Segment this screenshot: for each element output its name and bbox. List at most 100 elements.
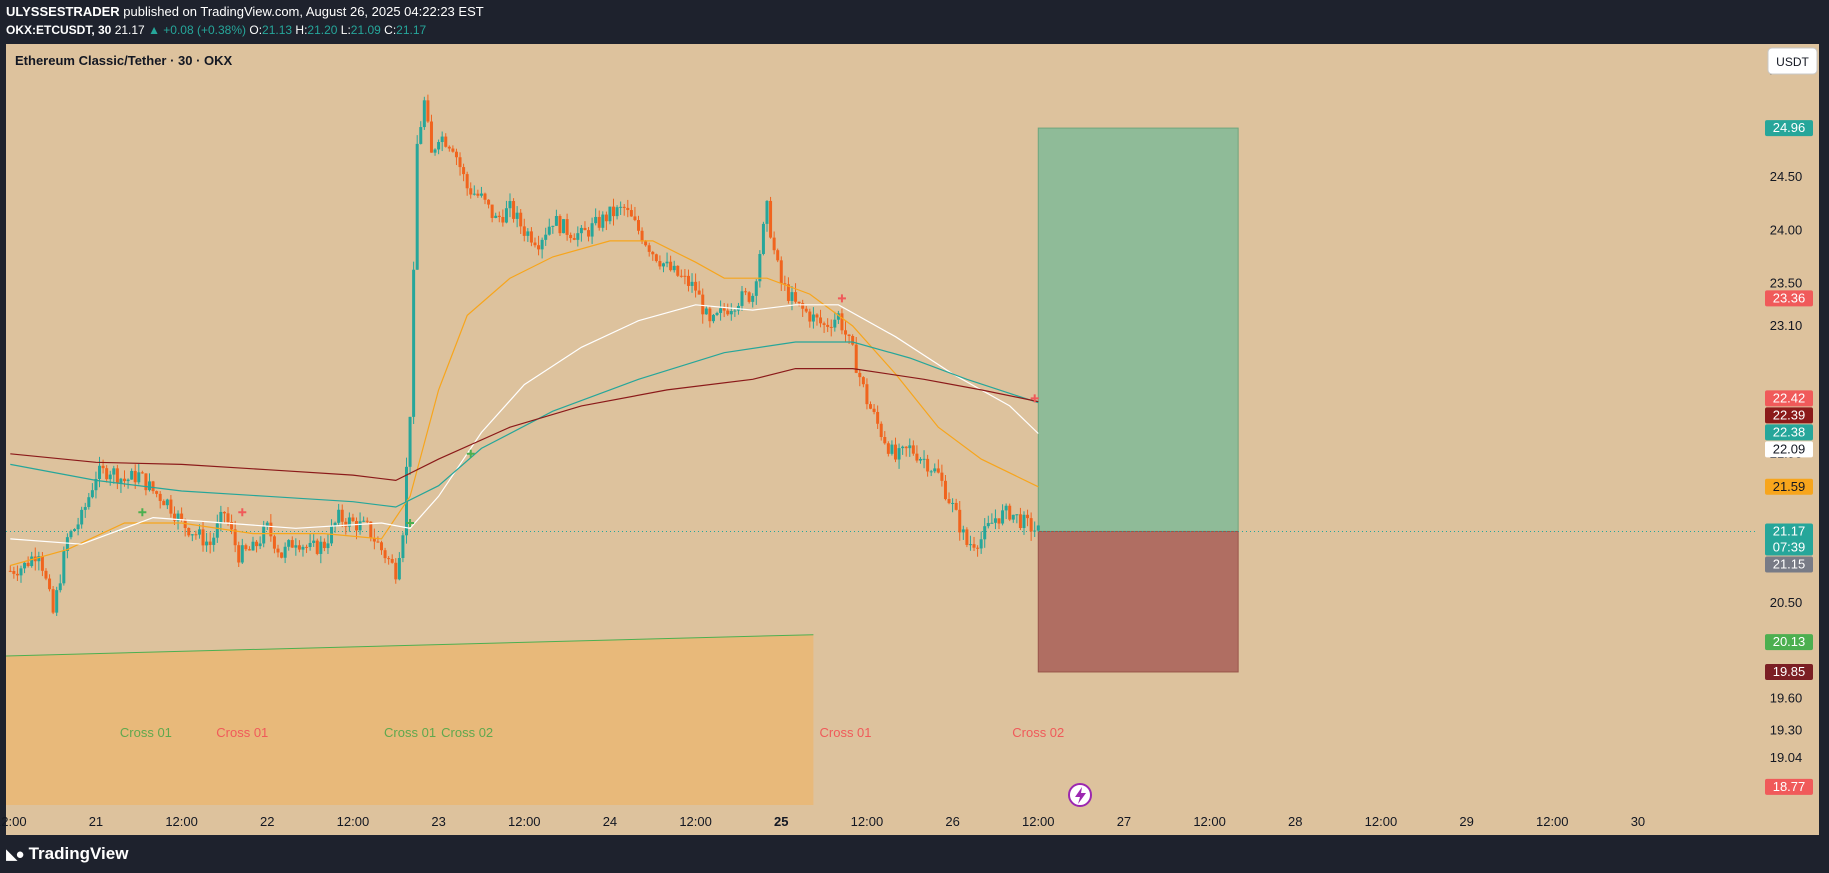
- candle-body: [729, 311, 733, 315]
- y-axis-tick-label: 23.50: [1770, 275, 1803, 290]
- candle-body: [176, 513, 180, 521]
- y-axis-tick-label: 20.50: [1770, 595, 1803, 610]
- trend-line[interactable]: [5, 634, 814, 657]
- open-value: 21.13: [262, 23, 293, 37]
- candle-body: [83, 507, 87, 510]
- moving-average-ema-orange[interactable]: [10, 240, 1039, 567]
- x-axis-tick-label: 24: [603, 814, 617, 829]
- candle-body: [911, 445, 915, 454]
- candle-body: [819, 317, 823, 324]
- candle-body: [918, 458, 922, 461]
- candle-body: [251, 541, 255, 551]
- y-axis-tick-label: 24.00: [1770, 222, 1803, 237]
- cross-marker-sell: [1030, 394, 1039, 403]
- x-axis-tick-label: 23: [431, 814, 445, 829]
- candle-body: [808, 311, 812, 322]
- candle-body: [522, 226, 526, 236]
- candle-body: [508, 201, 512, 209]
- candle-body: [387, 558, 391, 560]
- candle-body: [719, 308, 723, 313]
- candle-body: [322, 541, 326, 549]
- candle-body: [979, 539, 983, 549]
- candle-body: [258, 543, 262, 547]
- price-label: 22.38: [1773, 424, 1806, 439]
- candle-body: [376, 541, 380, 543]
- candle-body: [583, 227, 587, 231]
- candle-body: [208, 541, 212, 545]
- tradingview-logo[interactable]: ◣● TradingView: [6, 844, 128, 864]
- candle-body: [958, 509, 962, 533]
- price-label: 24.96: [1773, 120, 1806, 135]
- candle-body: [30, 556, 34, 567]
- candle-body: [751, 295, 755, 302]
- price-label: 21.59: [1773, 479, 1806, 494]
- candle-body: [711, 314, 715, 322]
- candle-body: [776, 250, 780, 261]
- target-zone[interactable]: [1037, 127, 1239, 532]
- moving-average-ma-white[interactable]: [10, 304, 1039, 545]
- candle-body: [44, 570, 48, 579]
- x-axis-tick-label: 12:00: [508, 814, 541, 829]
- candle-body: [87, 497, 91, 508]
- candle-body: [73, 529, 77, 531]
- candle-body: [351, 517, 355, 522]
- candle-body: [890, 444, 894, 454]
- candle-body: [569, 234, 573, 239]
- candle-body: [801, 303, 805, 309]
- candle-body: [212, 537, 216, 545]
- x-axis-tick-label: 27: [1117, 814, 1131, 829]
- candle-body: [758, 253, 762, 282]
- cross-label: Cross 01: [120, 725, 172, 740]
- moving-average-ma-teal[interactable]: [10, 341, 1039, 508]
- candle-body: [437, 142, 441, 150]
- candle-body: [658, 261, 662, 267]
- y-axis-tick-label: 19.30: [1770, 722, 1803, 737]
- price-label-box: [1765, 290, 1813, 307]
- candle-body: [1022, 514, 1026, 529]
- candle-body: [636, 220, 640, 231]
- candle-body: [283, 546, 287, 558]
- candle-body: [1015, 514, 1019, 516]
- price-label: 22.09: [1773, 441, 1806, 456]
- candle-body: [301, 546, 305, 550]
- candle-body: [876, 411, 880, 424]
- lightning-icon[interactable]: [1068, 783, 1092, 807]
- candle-body: [369, 521, 373, 538]
- candle-body: [451, 148, 455, 152]
- candle-body: [754, 281, 758, 296]
- low-value: 21.09: [350, 23, 381, 37]
- currency-button[interactable]: USDT: [1767, 47, 1818, 75]
- price-change: ▲ +0.08 (+0.38%): [148, 23, 247, 37]
- candle-body: [512, 201, 516, 219]
- candle-body: [201, 529, 205, 546]
- publisher-name[interactable]: ULYSSESTRADER: [6, 4, 120, 19]
- candle-body: [961, 529, 965, 533]
- candle-body: [797, 301, 801, 304]
- price-label: 22.39: [1773, 407, 1806, 422]
- candle-body: [408, 416, 412, 467]
- candle-body: [558, 215, 562, 234]
- candle-body: [1001, 510, 1005, 524]
- candle-body: [476, 193, 480, 196]
- candle-body: [287, 540, 291, 547]
- candle-body: [55, 590, 59, 613]
- price-label: 22.42: [1773, 390, 1806, 405]
- candle-body: [579, 227, 583, 234]
- candle-body: [622, 206, 626, 208]
- candle-body: [172, 513, 176, 521]
- candle-body: [190, 534, 194, 536]
- candle-body: [504, 208, 508, 223]
- candle-body: [105, 468, 109, 480]
- stop-zone[interactable]: [1037, 530, 1239, 673]
- candle-body: [58, 583, 62, 591]
- candle-body: [412, 269, 416, 417]
- candle-body: [779, 260, 783, 284]
- candle-body: [647, 245, 651, 252]
- moving-average-ma-brown[interactable]: [10, 368, 1039, 482]
- candle-body: [319, 541, 323, 554]
- candle-body: [155, 491, 159, 494]
- candle-body: [847, 334, 851, 336]
- candle-body: [290, 540, 294, 548]
- candle-body: [151, 481, 155, 492]
